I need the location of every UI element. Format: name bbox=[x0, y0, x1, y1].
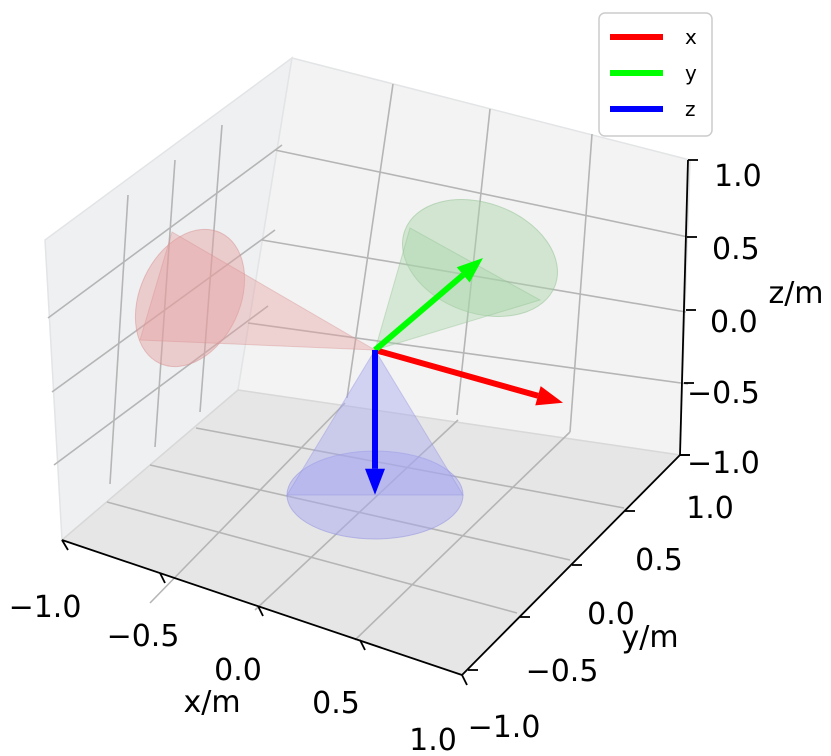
x-tick-label: −0.5 bbox=[107, 619, 180, 654]
x-tick-label: 0.5 bbox=[312, 686, 360, 721]
x-tick-label: 1.0 bbox=[409, 723, 457, 756]
z-tick-labels: 1.0 0.5 0.0 −0.5 −1.0 bbox=[687, 159, 762, 481]
legend-label-z: z bbox=[685, 97, 696, 121]
z-tick-label: −1.0 bbox=[687, 446, 760, 481]
y-tick-label: 0.5 bbox=[635, 543, 683, 578]
y-tick-label: 1.0 bbox=[686, 491, 734, 526]
vector-y-head bbox=[456, 258, 483, 283]
vector-x-head bbox=[535, 386, 563, 406]
z-tick-label: 1.0 bbox=[714, 159, 762, 194]
y-tick-label: −1.0 bbox=[468, 710, 541, 745]
legend-label-x: x bbox=[685, 25, 697, 49]
legend: xyz bbox=[598, 12, 713, 137]
x-tick-labels: −1.0 −0.5 0.0 0.5 1.0 bbox=[9, 590, 457, 756]
z-tick-label: −0.5 bbox=[687, 376, 760, 411]
vector-x-shaft bbox=[374, 347, 539, 399]
y-tick-label: 0.0 bbox=[587, 597, 635, 632]
tick-marks bbox=[61, 159, 698, 686]
y-axis-label: y/m bbox=[621, 620, 678, 655]
z-axis-line bbox=[679, 159, 689, 456]
x-axis-label: x/m bbox=[183, 685, 240, 720]
z-axis-label: z/m bbox=[768, 276, 823, 311]
x-axis-line bbox=[61, 539, 463, 676]
cone-x bbox=[134, 228, 376, 368]
y-tick-labels: −1.0 −0.5 0.0 0.5 1.0 bbox=[468, 491, 734, 745]
y-axis-line bbox=[461, 454, 681, 676]
vector-z-head bbox=[365, 468, 385, 495]
axis-lines bbox=[61, 159, 689, 676]
y-tick-label: −0.5 bbox=[526, 654, 599, 689]
x-tick-label: −1.0 bbox=[9, 590, 82, 625]
legend-label-y: y bbox=[685, 61, 697, 85]
vectors bbox=[365, 258, 563, 495]
z-tick-label: 0.5 bbox=[712, 232, 760, 267]
x-tick-label: 0.0 bbox=[214, 653, 262, 688]
vector-y-shaft bbox=[373, 272, 466, 353]
z-tick-label: 0.0 bbox=[710, 305, 758, 340]
cone-y bbox=[374, 199, 558, 351]
